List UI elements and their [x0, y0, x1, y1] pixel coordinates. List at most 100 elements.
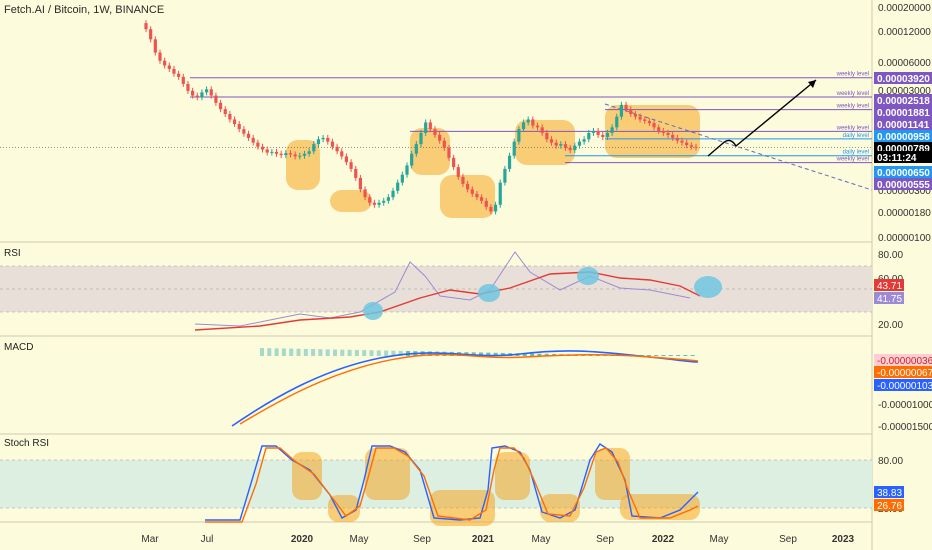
- candle: [615, 116, 619, 128]
- level-label: weekly level: [836, 104, 869, 110]
- macd-histogram-bar: [289, 348, 294, 356]
- candle: [349, 162, 353, 169]
- macd-histogram-bar: [537, 353, 542, 356]
- arrow-head-icon: [808, 80, 816, 88]
- candle: [475, 193, 479, 198]
- candle: [158, 52, 162, 61]
- candle: [344, 156, 349, 163]
- level-label: daily level: [843, 150, 869, 156]
- stoch-highlight: [365, 448, 410, 500]
- candle: [414, 144, 418, 154]
- macd-histogram-bar: [544, 353, 549, 356]
- rsi-tick-label: 80.00: [878, 250, 903, 261]
- macd-value-box: [874, 354, 932, 366]
- candle: [647, 120, 651, 124]
- candle: [666, 132, 670, 135]
- time-tick-label: Sep: [596, 534, 614, 545]
- stoch-value-text: 38.83: [877, 488, 902, 499]
- candle: [167, 65, 171, 69]
- candle: [265, 149, 269, 153]
- price-label-text: 03:11:24: [877, 153, 917, 164]
- time-tick-label: May: [350, 534, 369, 545]
- macd-histogram-bar: [522, 353, 527, 356]
- candle: [260, 146, 265, 150]
- candle: [643, 119, 647, 121]
- stoch-highlight: [430, 490, 495, 526]
- candle: [391, 190, 395, 198]
- chart-title: Fetch.AI / Bitcoin, 1W, BINANCE: [4, 4, 165, 16]
- macd-histogram-bar: [347, 349, 352, 356]
- candle: [410, 153, 414, 166]
- macd-histogram-bar: [274, 348, 279, 356]
- price-label-box: [874, 106, 932, 118]
- candle: [582, 139, 586, 142]
- price-label-box: [874, 72, 932, 84]
- macd-histogram-bar: [646, 355, 651, 356]
- candle: [316, 139, 321, 145]
- stoch-tick-label: 80.00: [878, 456, 903, 467]
- candle: [498, 182, 502, 205]
- price-label-text: 0.00003920: [877, 74, 930, 85]
- macd-histogram-bar: [260, 348, 264, 356]
- macd-histogram-bar: [281, 348, 286, 356]
- highlight-zone: [330, 190, 372, 212]
- price-label-box: [874, 130, 932, 142]
- candle: [540, 127, 544, 133]
- candle: [433, 129, 437, 135]
- candle: [377, 202, 381, 205]
- candle: [363, 189, 367, 198]
- price-tick-label: 0.00000100: [878, 233, 931, 244]
- candle: [489, 206, 493, 212]
- candle: [601, 134, 605, 138]
- highlight-zone: [440, 175, 495, 218]
- candle: [657, 127, 661, 131]
- stoch-title: Stoch RSI: [4, 438, 49, 449]
- macd-histogram-bar: [311, 349, 316, 356]
- price-tick-label: 0.00000180: [878, 208, 931, 219]
- candle: [163, 60, 167, 66]
- rsi-circle: [694, 276, 722, 298]
- rsi-value-box: [874, 292, 904, 304]
- rsi-band: [0, 266, 872, 312]
- rsi-tick-label: 20.00: [878, 320, 903, 331]
- candle: [512, 141, 516, 156]
- macd-histogram-bar: [303, 348, 308, 356]
- candle: [447, 147, 451, 158]
- trend-line: [604, 103, 873, 191]
- candle: [685, 142, 689, 146]
- candle: [624, 104, 628, 110]
- candle: [312, 144, 316, 152]
- macd-title: MACD: [4, 342, 33, 353]
- macd-histogram-bar: [369, 350, 374, 356]
- macd-tick-label: -0.00001500: [878, 422, 932, 433]
- time-tick-label: Mar: [141, 534, 159, 545]
- candle: [382, 200, 386, 203]
- candle: [470, 189, 474, 194]
- macd-histogram-bar: [318, 349, 323, 356]
- candle: [177, 73, 181, 77]
- candle: [428, 122, 432, 130]
- stoch-highlight: [595, 448, 630, 500]
- macd-histogram-bar: [486, 352, 491, 356]
- candle: [307, 151, 311, 154]
- candle: [442, 140, 446, 148]
- level-label: weekly level: [836, 72, 869, 78]
- price-label-text: 0.00001881: [877, 108, 930, 119]
- candle: [484, 200, 488, 207]
- candle: [577, 141, 582, 146]
- time-tick-label: 2020: [291, 534, 314, 545]
- candle: [270, 151, 274, 153]
- candle: [661, 130, 665, 133]
- candle: [214, 95, 218, 103]
- projection-path: [707, 79, 817, 157]
- level-label: daily level: [843, 133, 869, 139]
- time-tick-label: May: [710, 534, 729, 545]
- level-label: weekly level: [836, 91, 869, 97]
- candle: [242, 129, 246, 134]
- candle: [675, 137, 679, 141]
- rsi-circle: [363, 302, 383, 320]
- macd-value-box: [874, 366, 932, 378]
- stoch-value-text: 26.76: [877, 501, 902, 512]
- rsi-value-text: 43.71: [877, 281, 902, 292]
